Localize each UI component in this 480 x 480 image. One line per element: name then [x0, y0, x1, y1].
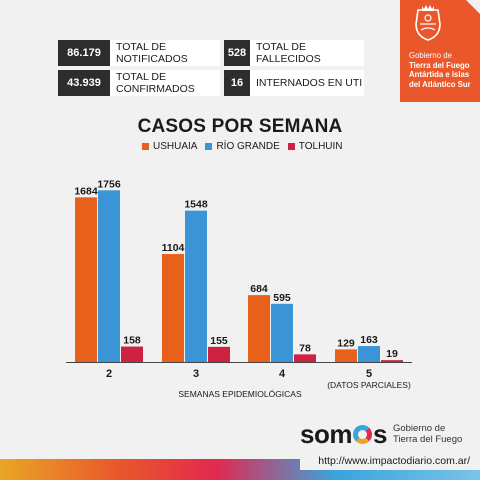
gov-line-3: Antártida e Islas [409, 70, 470, 80]
data-label: 19 [386, 348, 398, 360]
bar-río-grande-5 [358, 346, 380, 362]
legend-item-rio-grande: RÍO GRANDE [205, 141, 280, 152]
somos-o-icon [352, 424, 372, 444]
data-label: 684 [250, 283, 268, 295]
coat-of-arms-icon [415, 5, 441, 41]
bar-ushuaia-3 [162, 254, 184, 362]
stat-notificados-label: TOTAL DE NOTIFICADOS [110, 40, 220, 66]
somos-wordmark: som s [300, 419, 387, 450]
government-text: Gobierno de Tierra del Fuego Antártida e… [409, 51, 479, 89]
x-tick-label: 5 [366, 368, 372, 380]
stat-confirmados: 43.939 TOTAL DE CONFIRMADOS [58, 70, 220, 96]
stat-confirmados-value: 43.939 [58, 70, 110, 96]
chart-legend: USHUAIA RÍO GRANDE TOLHUIN [142, 141, 343, 152]
stat-fallecidos: 528 TOTAL DE FALLECIDOS [224, 40, 364, 66]
somos-sub-line-1: Gobierno de [392, 423, 446, 434]
bar-tolhuin-4 [294, 354, 316, 362]
somos-logo: som s Gobierno de Tierra del Fuego [300, 419, 462, 450]
stat-confirmados-label: TOTAL DE CONFIRMADOS [110, 70, 220, 96]
stat-fallecidos-label: TOTAL DE FALLECIDOS [250, 40, 364, 66]
legend-swatch-tolhuin [287, 143, 295, 150]
data-label: 1756 [97, 178, 121, 190]
legend-label-rio-grande: RÍO GRANDE [216, 141, 280, 152]
stat-fallecidos-value: 528 [224, 40, 250, 66]
legend-item-ushuaia: USHUAIA [142, 141, 197, 152]
data-label: 595 [273, 292, 291, 304]
legend-label-ushuaia: USHUAIA [153, 141, 198, 152]
badge-fold [466, 0, 480, 14]
bar-tolhuin-5 [381, 360, 403, 362]
stat-uti-value: 16 [224, 70, 250, 96]
x-tick-label: 3 [193, 368, 199, 380]
url-background [300, 452, 480, 470]
government-badge: Gobierno de Tierra del Fuego Antártida e… [400, 0, 480, 102]
gov-line-1: Gobierno de [409, 51, 452, 60]
source-url[interactable]: http://www.impactodiario.com.ar/ [318, 455, 470, 467]
data-label: 163 [360, 334, 378, 346]
legend-swatch-rio-grande [205, 143, 213, 150]
legend-swatch-ushuaia [142, 143, 149, 150]
bar-río-grande-4 [271, 303, 293, 362]
stat-uti: 16 INTERNADOS EN UTI [224, 70, 364, 96]
data-label: 1548 [184, 199, 208, 211]
legend-label-tolhuin: TOLHUIN [298, 141, 343, 152]
x-axis-title: SEMANAS EPIDEMIOLÓGICAS [178, 389, 302, 399]
bar-tolhuin-2 [121, 346, 143, 362]
bar-tolhuin-3 [208, 346, 230, 362]
gov-line-4: del Atlántico Sur [409, 79, 471, 89]
data-label: 129 [337, 337, 355, 349]
data-label: 78 [299, 342, 311, 354]
bar-río-grande-3 [185, 210, 207, 362]
chart-title: CASOS POR SEMANA [137, 116, 343, 137]
somos-subtitle: Gobierno de Tierra del Fuego [393, 423, 462, 445]
data-label: 1104 [162, 242, 185, 254]
x-tick-sublabel: (DATOS PARCIALES) [327, 380, 411, 390]
somos-prefix: som [300, 418, 352, 449]
bar-ushuaia-2 [75, 197, 97, 362]
bar-río-grande-2 [98, 190, 120, 362]
x-tick-label: 2 [106, 368, 112, 380]
stat-uti-label: INTERNADOS EN UTI [250, 70, 364, 96]
bar-ushuaia-4 [248, 295, 270, 362]
somos-suffix: s [372, 418, 387, 449]
legend-item-tolhuin: TOLHUIN [287, 141, 343, 152]
data-label: 155 [210, 335, 228, 347]
gov-line-2: Tierra del Fuego [409, 60, 470, 70]
somos-sub-line-2: Tierra del Fuego [392, 434, 463, 445]
stat-notificados: 86.179 TOTAL DE NOTIFICADOS [58, 40, 220, 66]
bar-ushuaia-5 [335, 349, 357, 362]
x-tick-label: 4 [279, 368, 286, 380]
data-label: 1684 [74, 185, 98, 197]
stat-notificados-value: 86.179 [58, 40, 110, 66]
data-label: 158 [123, 335, 141, 347]
